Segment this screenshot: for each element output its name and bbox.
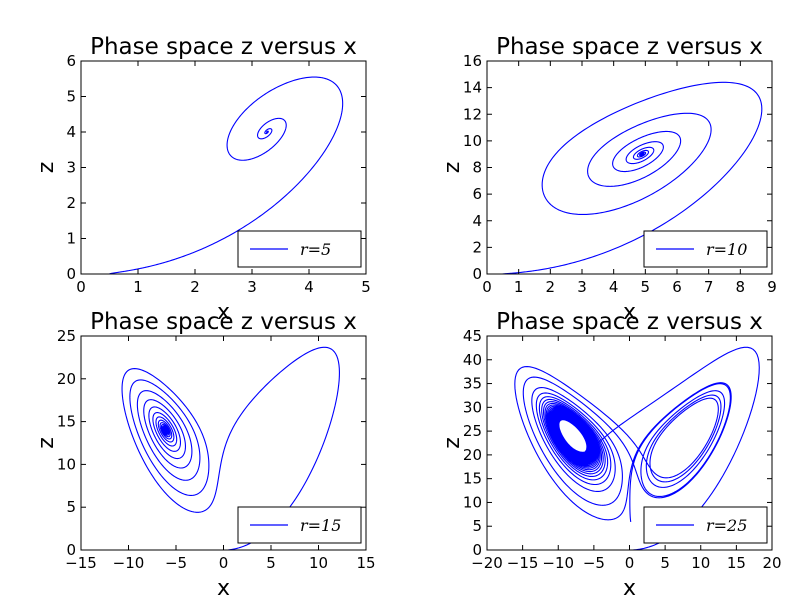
y-tick-label: 0 [66,265,76,283]
y-tick-label: 2 [472,238,482,256]
x-tick-label: 3 [247,278,257,296]
y-tick-label: 15 [57,413,76,431]
y-tick-label: 16 [463,52,482,70]
x-tick-label: 5 [361,278,371,296]
x-tick-label: 0 [219,554,229,572]
x-axis-label: x [623,576,636,601]
legend: r=15 [237,506,362,544]
legend: r=25 [643,506,768,544]
x-tick-label: −5 [165,554,187,572]
y-axis-label: z [440,162,465,174]
y-tick-label: 25 [57,327,76,345]
y-tick-label: 40 [463,351,482,369]
x-tick-label: −5 [583,554,605,572]
x-tick-label: 2 [546,278,556,296]
subplot-3: −15 −10 −5 0 5 10 15 0 5 10 15 20 25 Phase space z ve… [34,309,376,601]
y-axis-label: z [440,437,465,449]
x-tick-label: 20 [762,554,781,572]
x-tick-label: 0 [482,278,492,296]
x-tick-label: 5 [660,554,670,572]
y-tick-label: 12 [463,105,482,123]
y-tick-label: 10 [463,132,482,150]
y-tick-label: 15 [463,470,482,488]
y-tick-label: 0 [472,265,482,283]
x-tick-label: 5 [641,278,651,296]
x-tick-label: 5 [266,554,276,572]
y-tick-label: 6 [66,52,76,70]
x-tick-label: 1 [133,278,143,296]
y-axis-label: z [34,162,59,174]
chart-title: Phase space z versus x [90,34,357,60]
subplot-1: 0 1 2 3 4 5 0 1 2 3 4 5 6 Phase space z versus x x z r=5 [34,34,371,325]
y-tick-label: 4 [472,212,482,230]
series-line [121,346,340,550]
x-axis-label: x [623,300,636,325]
y-tick-label: 5 [66,498,76,516]
legend: r=5 [237,230,362,268]
legend-label: r=15 [300,516,341,535]
x-tick-label: 0 [625,554,635,572]
x-tick-label: −10 [113,554,145,572]
y-axis-label: z [34,437,59,449]
x-tick-label: −15 [507,554,539,572]
series-line [108,76,344,274]
x-tick-label: 9 [767,278,777,296]
y-tick-label: 8 [472,159,482,177]
y-tick-label: 25 [463,422,482,440]
legend-label: r=25 [706,516,747,535]
x-tick-label: −15 [65,554,97,572]
x-tick-label: 8 [736,278,746,296]
series-line [514,346,760,550]
y-tick-label: 5 [472,517,482,535]
y-tick-label: 4 [66,123,76,141]
x-tick-label: 15 [727,554,746,572]
y-tick-label: 20 [57,370,76,388]
x-tick-label: 3 [577,278,587,296]
legend-label: r=10 [706,240,747,259]
series-line [502,81,763,274]
x-tick-label: −10 [542,554,574,572]
x-tick-label: 0 [76,278,86,296]
y-tick-label: 6 [472,185,482,203]
subplot-4: −20 −15 −10 −5 0 5 10 15 20 0 5 10 15 20 25 30 35 40 45 Pha… [440,309,782,601]
y-tick-label: 30 [463,398,482,416]
chart-title: Phase space z versus x [496,309,763,335]
x-tick-label: 4 [609,278,619,296]
y-tick-label: 35 [463,375,482,393]
x-axis-label: x [217,576,230,601]
x-tick-label: 2 [190,278,200,296]
y-tick-label: 5 [66,88,76,106]
legend: r=10 [643,230,768,268]
x-tick-label: 10 [691,554,710,572]
y-tick-label: 0 [66,541,76,559]
y-tick-label: 14 [463,79,482,97]
y-tick-label: 2 [66,194,76,212]
x-axis-label: x [217,300,230,325]
y-tick-label: 20 [463,446,482,464]
y-tick-label: 1 [66,230,76,248]
x-tick-label: 1 [514,278,524,296]
x-tick-label: 10 [309,554,328,572]
x-tick-label: −20 [471,554,503,572]
chart-title: Phase space z versus x [496,34,763,60]
y-tick-label: 0 [472,541,482,559]
y-tick-label: 10 [463,493,482,511]
x-tick-label: 15 [356,554,375,572]
chart-title: Phase space z versus x [90,309,357,335]
x-tick-label: 4 [304,278,314,296]
y-tick-label: 3 [66,159,76,177]
y-tick-label: 10 [57,455,76,473]
x-tick-label: 6 [672,278,682,296]
x-tick-label: 7 [704,278,714,296]
y-tick-label: 45 [463,327,482,345]
legend-label: r=5 [300,240,331,259]
